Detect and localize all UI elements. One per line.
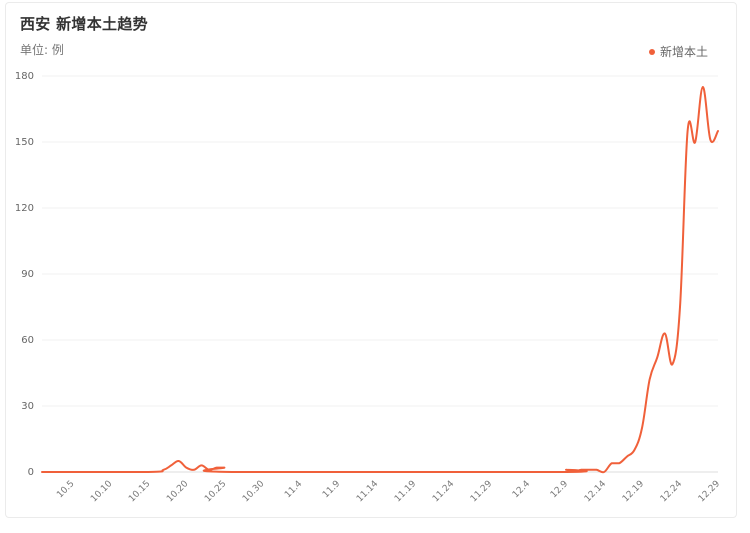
series-line <box>41 85 719 474</box>
y-tick-label: 60 <box>21 335 34 346</box>
x-tick-label: 10.30 <box>241 479 266 504</box>
x-tick-label: 10.10 <box>89 479 114 504</box>
x-tick-label: 10.15 <box>127 479 152 504</box>
y-tick-label: 120 <box>15 203 34 214</box>
x-tick-label: 11.4 <box>283 479 304 500</box>
y-tick-label: 30 <box>21 401 34 412</box>
x-tick-label: 11.14 <box>355 479 380 504</box>
x-tick-label: 12.4 <box>511 479 532 500</box>
x-tick-label: 10.25 <box>203 479 228 504</box>
x-tick-label: 12.14 <box>583 479 608 504</box>
legend-dot-icon <box>648 48 655 55</box>
x-tick-label: 10.20 <box>165 479 190 504</box>
legend[interactable]: 新增本土 <box>648 43 708 60</box>
chart-card: 西安 新增本土趋势 单位: 例 新增本土 <box>5 2 737 518</box>
legend-label: 新增本土 <box>659 45 708 59</box>
y-tick-label: 0 <box>28 467 34 478</box>
x-tick-label: 11.19 <box>393 479 418 504</box>
x-tick-label: 12.24 <box>659 479 684 504</box>
x-tick-label: 11.24 <box>431 479 456 504</box>
x-tick-label: 12.19 <box>621 479 646 504</box>
y-tick-label: 150 <box>15 137 34 148</box>
x-tick-label: 12.29 <box>697 479 722 504</box>
x-tick-label: 12.9 <box>549 479 570 500</box>
unit-label: 单位: 例 <box>20 43 64 57</box>
y-tick-label: 90 <box>21 269 34 280</box>
x-tick-label: 11.9 <box>321 479 342 500</box>
x-tick-label: 11.29 <box>469 479 494 504</box>
chart-title: 西安 新增本土趋势 <box>20 15 148 33</box>
x-tick-label: 10.5 <box>55 479 76 500</box>
y-tick-label: 180 <box>15 71 34 82</box>
